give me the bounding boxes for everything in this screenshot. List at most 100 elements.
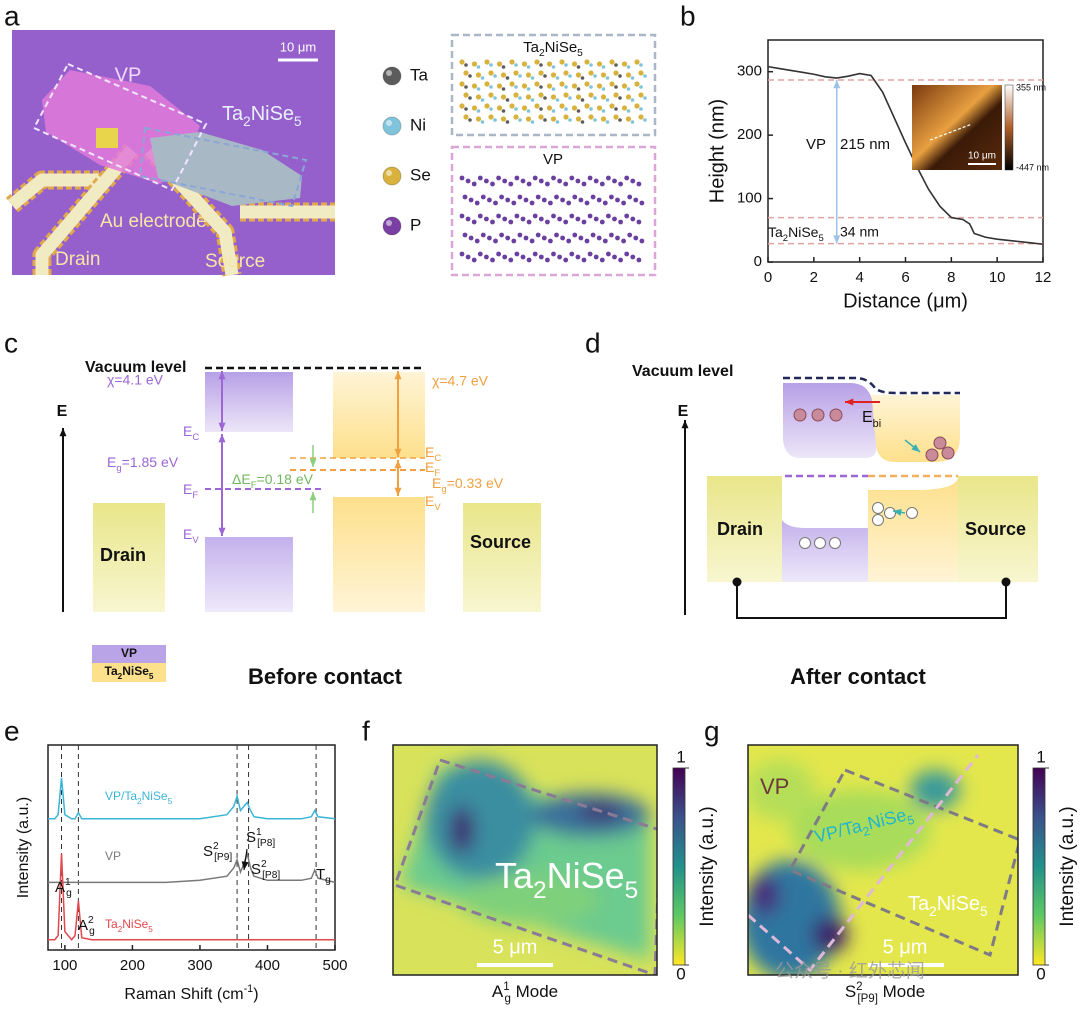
atom: [513, 92, 519, 98]
atom: [609, 103, 615, 109]
atom: [621, 105, 628, 111]
atom: [643, 118, 647, 122]
atom: [477, 213, 483, 219]
peak-label: S2 [P9]: [203, 841, 232, 863]
spectrum: [48, 853, 335, 941]
atom: [541, 197, 547, 203]
atom: [477, 175, 483, 181]
peak-label-sup: 1: [65, 877, 71, 888]
atom: [525, 116, 532, 122]
atom-shine: [386, 70, 392, 76]
atom: [551, 87, 556, 91]
atom: [643, 74, 647, 78]
atom: [475, 116, 482, 122]
y-tick-label: 200: [737, 126, 762, 143]
colorbar: [672, 767, 686, 966]
flake-label: VP: [115, 64, 142, 86]
atom: [571, 105, 578, 111]
energy-label: EF: [183, 481, 198, 501]
energy-label: EF: [425, 459, 440, 479]
atom: [563, 114, 569, 120]
atom: [471, 83, 478, 89]
atom: [590, 232, 596, 238]
atom: [600, 72, 607, 78]
atom: [578, 235, 584, 241]
flake-label: Ta2NiSe5: [222, 103, 302, 129]
colorbar-tick-label: 0: [1036, 964, 1045, 983]
legend-label: VP: [121, 646, 137, 660]
atom: [471, 105, 478, 111]
energy-label-sub: F: [434, 468, 440, 479]
atom: [638, 92, 644, 98]
atom: [587, 175, 593, 181]
atom: [526, 257, 532, 263]
atom: [614, 85, 618, 89]
atom: [493, 238, 498, 244]
atom: [465, 254, 471, 260]
atom: [571, 83, 578, 89]
blob: [425, 760, 535, 880]
terminal: [1001, 577, 1011, 587]
peak-label-sup: 2: [261, 859, 267, 870]
atom: [468, 74, 472, 78]
hole: [799, 537, 811, 549]
electrode-label: Source: [470, 532, 531, 552]
atom: [484, 103, 490, 109]
electrode: [93, 503, 165, 612]
vacuum-label: Vacuum level: [632, 363, 733, 380]
atom: [550, 116, 557, 122]
structure-label: VP: [543, 151, 563, 168]
atom: [459, 103, 465, 109]
caption: Before contact: [248, 664, 403, 689]
atom: [612, 216, 617, 222]
atom: [502, 178, 508, 184]
atom: [639, 107, 643, 111]
legend-label-sub: 2: [118, 925, 123, 934]
atom: [593, 96, 597, 100]
atom: [606, 213, 611, 219]
arrow-head: [309, 458, 317, 467]
atom: [526, 219, 532, 225]
energy-label: ΔEF=0.18 eV: [232, 471, 314, 491]
region-outline: [748, 754, 980, 973]
spectrum: [48, 850, 336, 884]
mode-label-sup: 2: [856, 981, 862, 993]
arrow-head: [394, 487, 402, 496]
panel-label: e: [4, 715, 20, 746]
atom: [614, 63, 618, 67]
legend-label-part: NiSe: [122, 664, 149, 678]
colorbar-label: Intensity (a.u.): [697, 806, 718, 926]
atom: [462, 194, 468, 200]
colorbar-tick-label: 1: [1036, 747, 1045, 766]
field-label: Ebi: [862, 409, 881, 430]
mode-label-sub: [P9]: [857, 993, 878, 1005]
y-axis-label: Height (nm): [706, 99, 728, 203]
atom: [462, 232, 468, 238]
atom: [614, 107, 618, 111]
heatmap-frame: [392, 744, 658, 976]
atom: [557, 178, 562, 184]
atom-shine: [386, 170, 392, 176]
atom: [490, 181, 495, 187]
atom: [630, 98, 635, 102]
atom: [584, 238, 590, 244]
electrode: [35, 145, 137, 275]
atom: [514, 107, 518, 111]
atom: [534, 81, 540, 87]
y-tick-label: 0: [754, 253, 762, 270]
atom: [624, 213, 630, 219]
blob: [790, 790, 930, 870]
blob: [748, 760, 815, 820]
atom: [543, 74, 547, 78]
atom: [625, 72, 632, 78]
atom: [621, 61, 628, 67]
atom: [500, 72, 507, 78]
atom: [580, 76, 585, 80]
atom: [563, 92, 569, 98]
atom: [548, 238, 553, 244]
region-label-sub: 2: [929, 904, 937, 919]
atom: [505, 235, 511, 241]
atom: [463, 92, 469, 98]
atom: [560, 235, 565, 241]
atom: [518, 96, 522, 100]
